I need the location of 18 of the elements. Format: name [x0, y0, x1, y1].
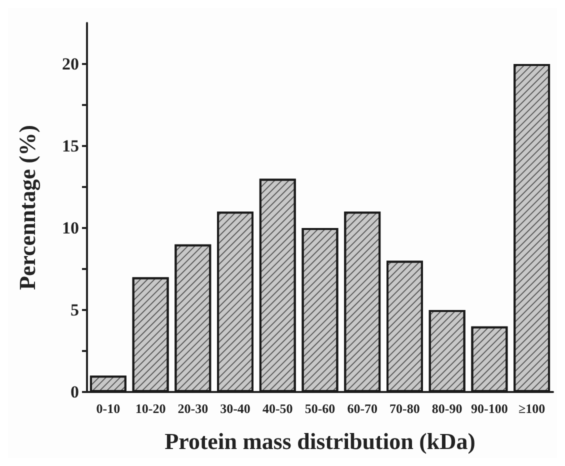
x-tick-label: 0-10	[96, 401, 120, 416]
x-tick-label: 10-20	[135, 401, 166, 416]
y-tick-label: 15	[62, 136, 79, 156]
y-tick-label: 20	[62, 54, 79, 74]
y-tick-label: 0	[70, 382, 79, 402]
x-tick-label: ≥100	[518, 401, 546, 416]
x-tick-label: 50-60	[304, 401, 336, 416]
y-tick-label: 5	[70, 300, 79, 320]
x-tick-label: 30-40	[220, 401, 250, 416]
x-tick-label: 40-50	[262, 401, 293, 416]
x-tick-label: 20-30	[178, 401, 208, 416]
y-axis-title: Percenntage (%)	[15, 125, 41, 290]
y-tick-label: 10	[62, 218, 79, 238]
x-tick-label: 90-100	[471, 401, 508, 416]
x-axis-title: Protein mass distribution (kDa)	[164, 429, 476, 454]
x-tick-label: 60-70	[347, 401, 378, 416]
x-tick-label: 70-80	[390, 401, 420, 416]
x-tick-label: 80-90	[432, 401, 462, 416]
